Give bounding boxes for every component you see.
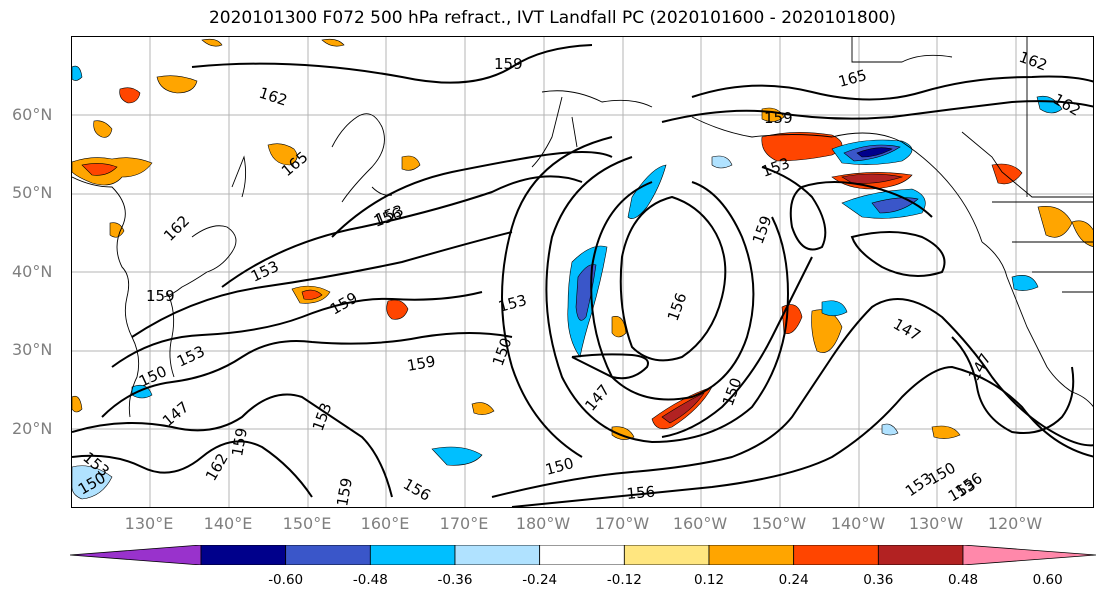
lon-label-150e: 150°E xyxy=(282,514,332,533)
lon-label-160w: 160°W xyxy=(672,514,728,533)
colorbar-tick-label: 0.48 xyxy=(947,572,979,588)
lon-label-130e: 130°E xyxy=(124,514,174,533)
refractivity-contours xyxy=(72,44,1093,507)
colorbar-tick-label: -0.24 xyxy=(522,572,558,588)
coastlines xyxy=(72,37,1093,418)
colorbar-tick-label: -0.36 xyxy=(437,572,473,588)
contour-label: 165 xyxy=(836,66,868,91)
colorbar xyxy=(70,545,1096,565)
contour-label: 162 xyxy=(160,212,193,245)
colorbar-tick-label: -0.48 xyxy=(352,572,388,588)
contour-label: 159 xyxy=(333,476,356,507)
page-title: 2020101300 F072 500 hPa refract., IVT La… xyxy=(208,8,896,28)
lat-label-30n: 30°N xyxy=(12,340,53,359)
map-panel[interactable]: 162 165 159 165 162 162 153 153 159 156 … xyxy=(71,36,1094,508)
contour-label: 156 xyxy=(626,483,656,503)
lon-label-130w: 130°W xyxy=(908,514,964,533)
colorbar-tick-label: 0.24 xyxy=(778,572,809,588)
lat-label-40n: 40°N xyxy=(12,262,53,281)
contour-label: 150 xyxy=(719,375,746,408)
contour-label: 147 xyxy=(965,350,995,384)
lat-label-60n: 60°N xyxy=(12,105,53,124)
contour-label: 153 xyxy=(174,342,208,370)
contour-label: 159 xyxy=(406,352,437,375)
contour-label: 159 xyxy=(327,289,361,319)
colorbar-tick-label: 0.60 xyxy=(1032,572,1063,588)
colorbar-segment xyxy=(200,545,287,565)
lat-label-20n: 20°N xyxy=(12,419,53,438)
lon-label-140w: 140°W xyxy=(830,514,886,533)
colorbar-segment xyxy=(708,545,795,565)
map-canvas: 162 165 159 165 162 162 153 153 159 156 … xyxy=(72,37,1093,507)
colorbar-segments xyxy=(200,545,964,565)
contour-label: 159 xyxy=(494,55,523,73)
lat-label-50n: 50°N xyxy=(12,183,53,202)
lon-label-160e: 160°E xyxy=(360,514,410,533)
contour-label: 156 xyxy=(664,290,691,323)
colorbar-tick-label: -0.60 xyxy=(268,572,304,588)
contour-label: 150 xyxy=(543,454,575,479)
contour-label: 153 xyxy=(759,154,792,181)
contour-label: 156 xyxy=(371,204,404,231)
contour-label: 153 xyxy=(248,257,282,285)
colorbar-extend-min xyxy=(70,545,202,565)
ivt-shading xyxy=(72,38,1093,500)
colorbar-tick-label: -0.12 xyxy=(606,572,642,588)
colorbar-segment xyxy=(285,545,371,565)
lon-label-180w: 180°W xyxy=(515,514,571,533)
contour-label: 147 xyxy=(890,315,924,345)
lon-label-120w: 120°W xyxy=(987,514,1043,533)
colorbar-segment xyxy=(793,545,879,565)
lon-label-150w: 150°W xyxy=(751,514,807,533)
contour-label: 147 xyxy=(581,381,613,415)
lon-label-170w: 170°W xyxy=(594,514,650,533)
colorbar-segment xyxy=(623,545,710,565)
lon-label-170e: 170°E xyxy=(439,514,489,533)
contour-label: 159 xyxy=(146,287,175,305)
colorbar-extend-max xyxy=(962,545,1096,565)
colorbar-segment xyxy=(539,545,625,565)
colorbar-tick-label: 0.12 xyxy=(693,572,725,588)
contour-label: 159 xyxy=(749,213,776,246)
contour-label: 162 xyxy=(1017,48,1050,75)
colorbar-segment xyxy=(454,545,541,565)
colorbar-segment xyxy=(877,545,964,565)
contour-label: 159 xyxy=(228,426,251,457)
colorbar-tick-label: 0.36 xyxy=(863,572,894,588)
contour-label: 159 xyxy=(764,109,793,127)
colorbar-segment xyxy=(369,545,456,565)
contour-label: 162 xyxy=(257,84,290,110)
contour-label: 156 xyxy=(400,475,434,505)
lon-label-140e: 140°E xyxy=(203,514,253,533)
